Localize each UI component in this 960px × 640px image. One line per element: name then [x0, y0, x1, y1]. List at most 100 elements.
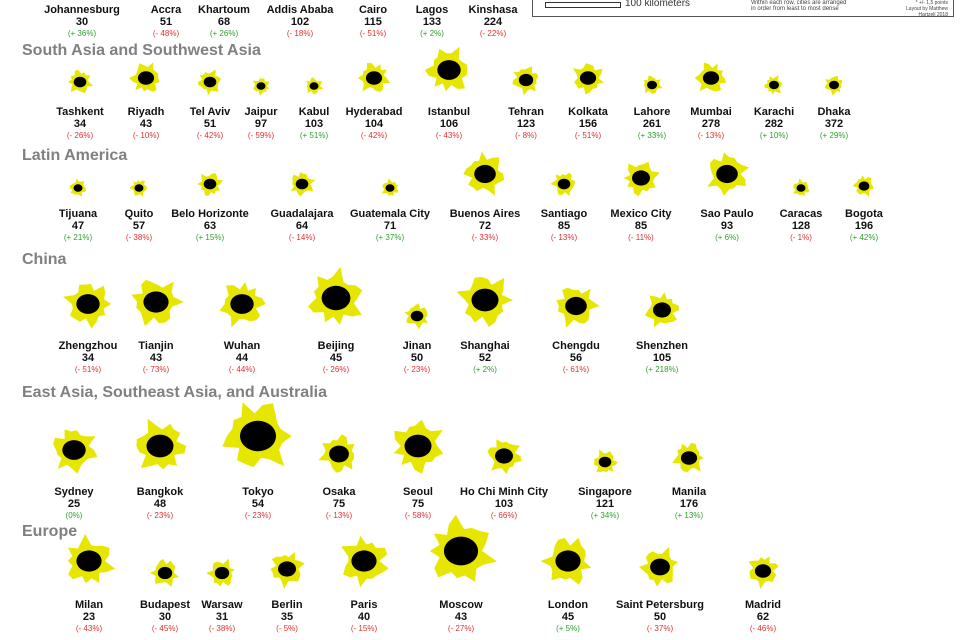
- credit-text: Layout by Matthew Hartzell 2018: [906, 6, 948, 18]
- city-core-shape: [404, 434, 432, 458]
- city-core-shape: [579, 71, 597, 85]
- city-name: Paris: [350, 599, 378, 611]
- city-density: 97: [254, 118, 268, 130]
- city-shape-london: [536, 529, 600, 598]
- city-density: 102: [290, 16, 310, 28]
- city-label-karachi: Karachi 282 (+ 10%): [719, 106, 829, 142]
- city-density: 62: [756, 611, 770, 623]
- city-name: Moscow: [439, 599, 483, 611]
- city-shape-tijuana: [64, 174, 92, 207]
- city-name: Kolkata: [568, 106, 608, 118]
- city-density-change: (- 43%): [435, 131, 463, 140]
- city-label-kinshasa: Kinshasa 224 (- 22%): [438, 4, 548, 40]
- city-density: 45: [561, 611, 575, 623]
- city-density: 43: [149, 352, 163, 364]
- city-name: Guadalajara: [270, 208, 334, 220]
- city-density-change: (- 73%): [142, 365, 170, 374]
- scale-label: 100 kilometers: [625, 0, 691, 9]
- city-core-shape: [278, 561, 296, 577]
- city-shape-istanbul: [419, 40, 479, 105]
- city-label-wuhan: Wuhan 44 (- 44%): [187, 340, 297, 376]
- city-shape-kolkata: [566, 56, 610, 105]
- city-density: 64: [295, 220, 309, 232]
- city-density-change: (- 37%): [646, 624, 674, 633]
- city-density-change: (+ 218%): [645, 365, 679, 374]
- city-label-tianjin: Tianjin 43 (- 73%): [101, 340, 211, 376]
- city-density-change: (+ 2%): [420, 29, 444, 38]
- city-density-change: (- 14%): [288, 233, 316, 242]
- city-shape-bangkok: [126, 412, 194, 485]
- city-core-shape: [76, 294, 100, 314]
- city-name: Ho Chi Minh City: [460, 486, 548, 498]
- city-label-beijing: Beijing 45 (- 26%): [281, 340, 391, 376]
- city-label-london: London 45 (+ 5%): [513, 599, 623, 635]
- city-shape-buenos-aires: [457, 146, 513, 207]
- city-density-change: (- 26%): [66, 131, 94, 140]
- city-density: 56: [569, 352, 583, 364]
- city-label-kabul: Kabul 103 (+ 51%): [259, 106, 369, 142]
- city-name: Manila: [671, 486, 707, 498]
- city-label-seoul: Seoul 75 (- 58%): [363, 486, 473, 522]
- city-label-belo-horizonte: Belo Horizonte 63 (+ 15%): [155, 208, 265, 244]
- city-label-bogota: Bogota 196 (+ 42%): [809, 208, 919, 244]
- city-density-change: (- 13%): [325, 511, 353, 520]
- city-core-shape: [309, 82, 319, 90]
- city-core-shape: [410, 310, 424, 322]
- city-name: Belo Horizonte: [171, 208, 249, 220]
- city-density-change: (- 51%): [74, 365, 102, 374]
- city-label-warsaw: Warsaw 31 (- 38%): [167, 599, 277, 635]
- city-core-shape: [203, 178, 217, 190]
- city-label-addis-ababa: Addis Ababa 102 (- 18%): [245, 4, 355, 40]
- city-label-hyderabad: Hyderabad 104 (- 42%): [319, 106, 429, 142]
- city-name: Istanbul: [427, 106, 471, 118]
- city-density-change: (- 23%): [146, 511, 174, 520]
- city-shape-sydney: [44, 420, 104, 485]
- city-density: 105: [652, 352, 672, 364]
- city-core-shape: [256, 82, 266, 90]
- city-core-shape: [240, 420, 276, 452]
- city-shape-seoul: [384, 412, 452, 485]
- city-name: Johannesburg: [44, 4, 120, 16]
- city-shape-quito: [125, 174, 153, 207]
- city-core-shape: [632, 170, 650, 186]
- city-shape-guatemala-city: [376, 174, 404, 207]
- legend-footnote: * +/- 1,5 points: [915, 0, 948, 6]
- city-density-change: (- 43%): [75, 624, 103, 633]
- city-shape-manila: [667, 436, 711, 485]
- city-label-sao-paulo: Sao Paulo 93 (+ 6%): [672, 208, 782, 244]
- city-label-kolkata: Kolkata 156 (- 51%): [533, 106, 643, 142]
- city-label-madrid: Madrid 62 (- 46%): [708, 599, 818, 635]
- city-core-shape: [858, 181, 870, 191]
- city-name: Buenos Aires: [449, 208, 521, 220]
- city-density: 278: [701, 118, 721, 130]
- city-label-ho-chi-minh-city: Ho Chi Minh City 103 (- 66%): [449, 486, 559, 522]
- city-name: Tashkent: [56, 106, 104, 118]
- city-density-change: (+ 29%): [819, 131, 849, 140]
- city-core-shape: [321, 285, 351, 311]
- city-density: 43: [139, 118, 153, 130]
- city-name: Addis Ababa: [266, 4, 334, 16]
- city-core-shape: [329, 445, 349, 463]
- city-label-jinan: Jinan 50 (- 23%): [362, 340, 472, 376]
- city-name: Tokyo: [242, 486, 274, 498]
- city-name: Tianjin: [138, 340, 174, 352]
- city-label-johannesburg: Johannesburg 30 (+ 36%): [27, 4, 137, 40]
- city-name: Sao Paulo: [700, 208, 754, 220]
- city-shape-shanghai: [451, 266, 519, 339]
- city-density-change: (- 13%): [697, 131, 725, 140]
- city-name: Hyderabad: [345, 106, 403, 118]
- city-label-singapore: Singapore 121 (+ 34%): [550, 486, 660, 522]
- legend-box: 100 kilometers Within each row, cities a…: [532, 0, 954, 18]
- city-label-dhaka: Dhaka 372 (+ 29%): [779, 106, 889, 142]
- city-density: 51: [159, 16, 173, 28]
- city-density-change: (+ 5%): [556, 624, 580, 633]
- city-density-change: (- 42%): [196, 131, 224, 140]
- city-shape-wuhan: [212, 274, 272, 339]
- city-density-change: (- 42%): [360, 131, 388, 140]
- city-name: Berlin: [271, 599, 303, 611]
- city-name: Tijuana: [58, 208, 98, 220]
- city-core-shape: [437, 60, 461, 80]
- city-shape-dhaka: [819, 70, 849, 105]
- section-title-south-asia: South Asia and Southwest Asia: [22, 42, 261, 59]
- city-core-shape: [680, 451, 698, 465]
